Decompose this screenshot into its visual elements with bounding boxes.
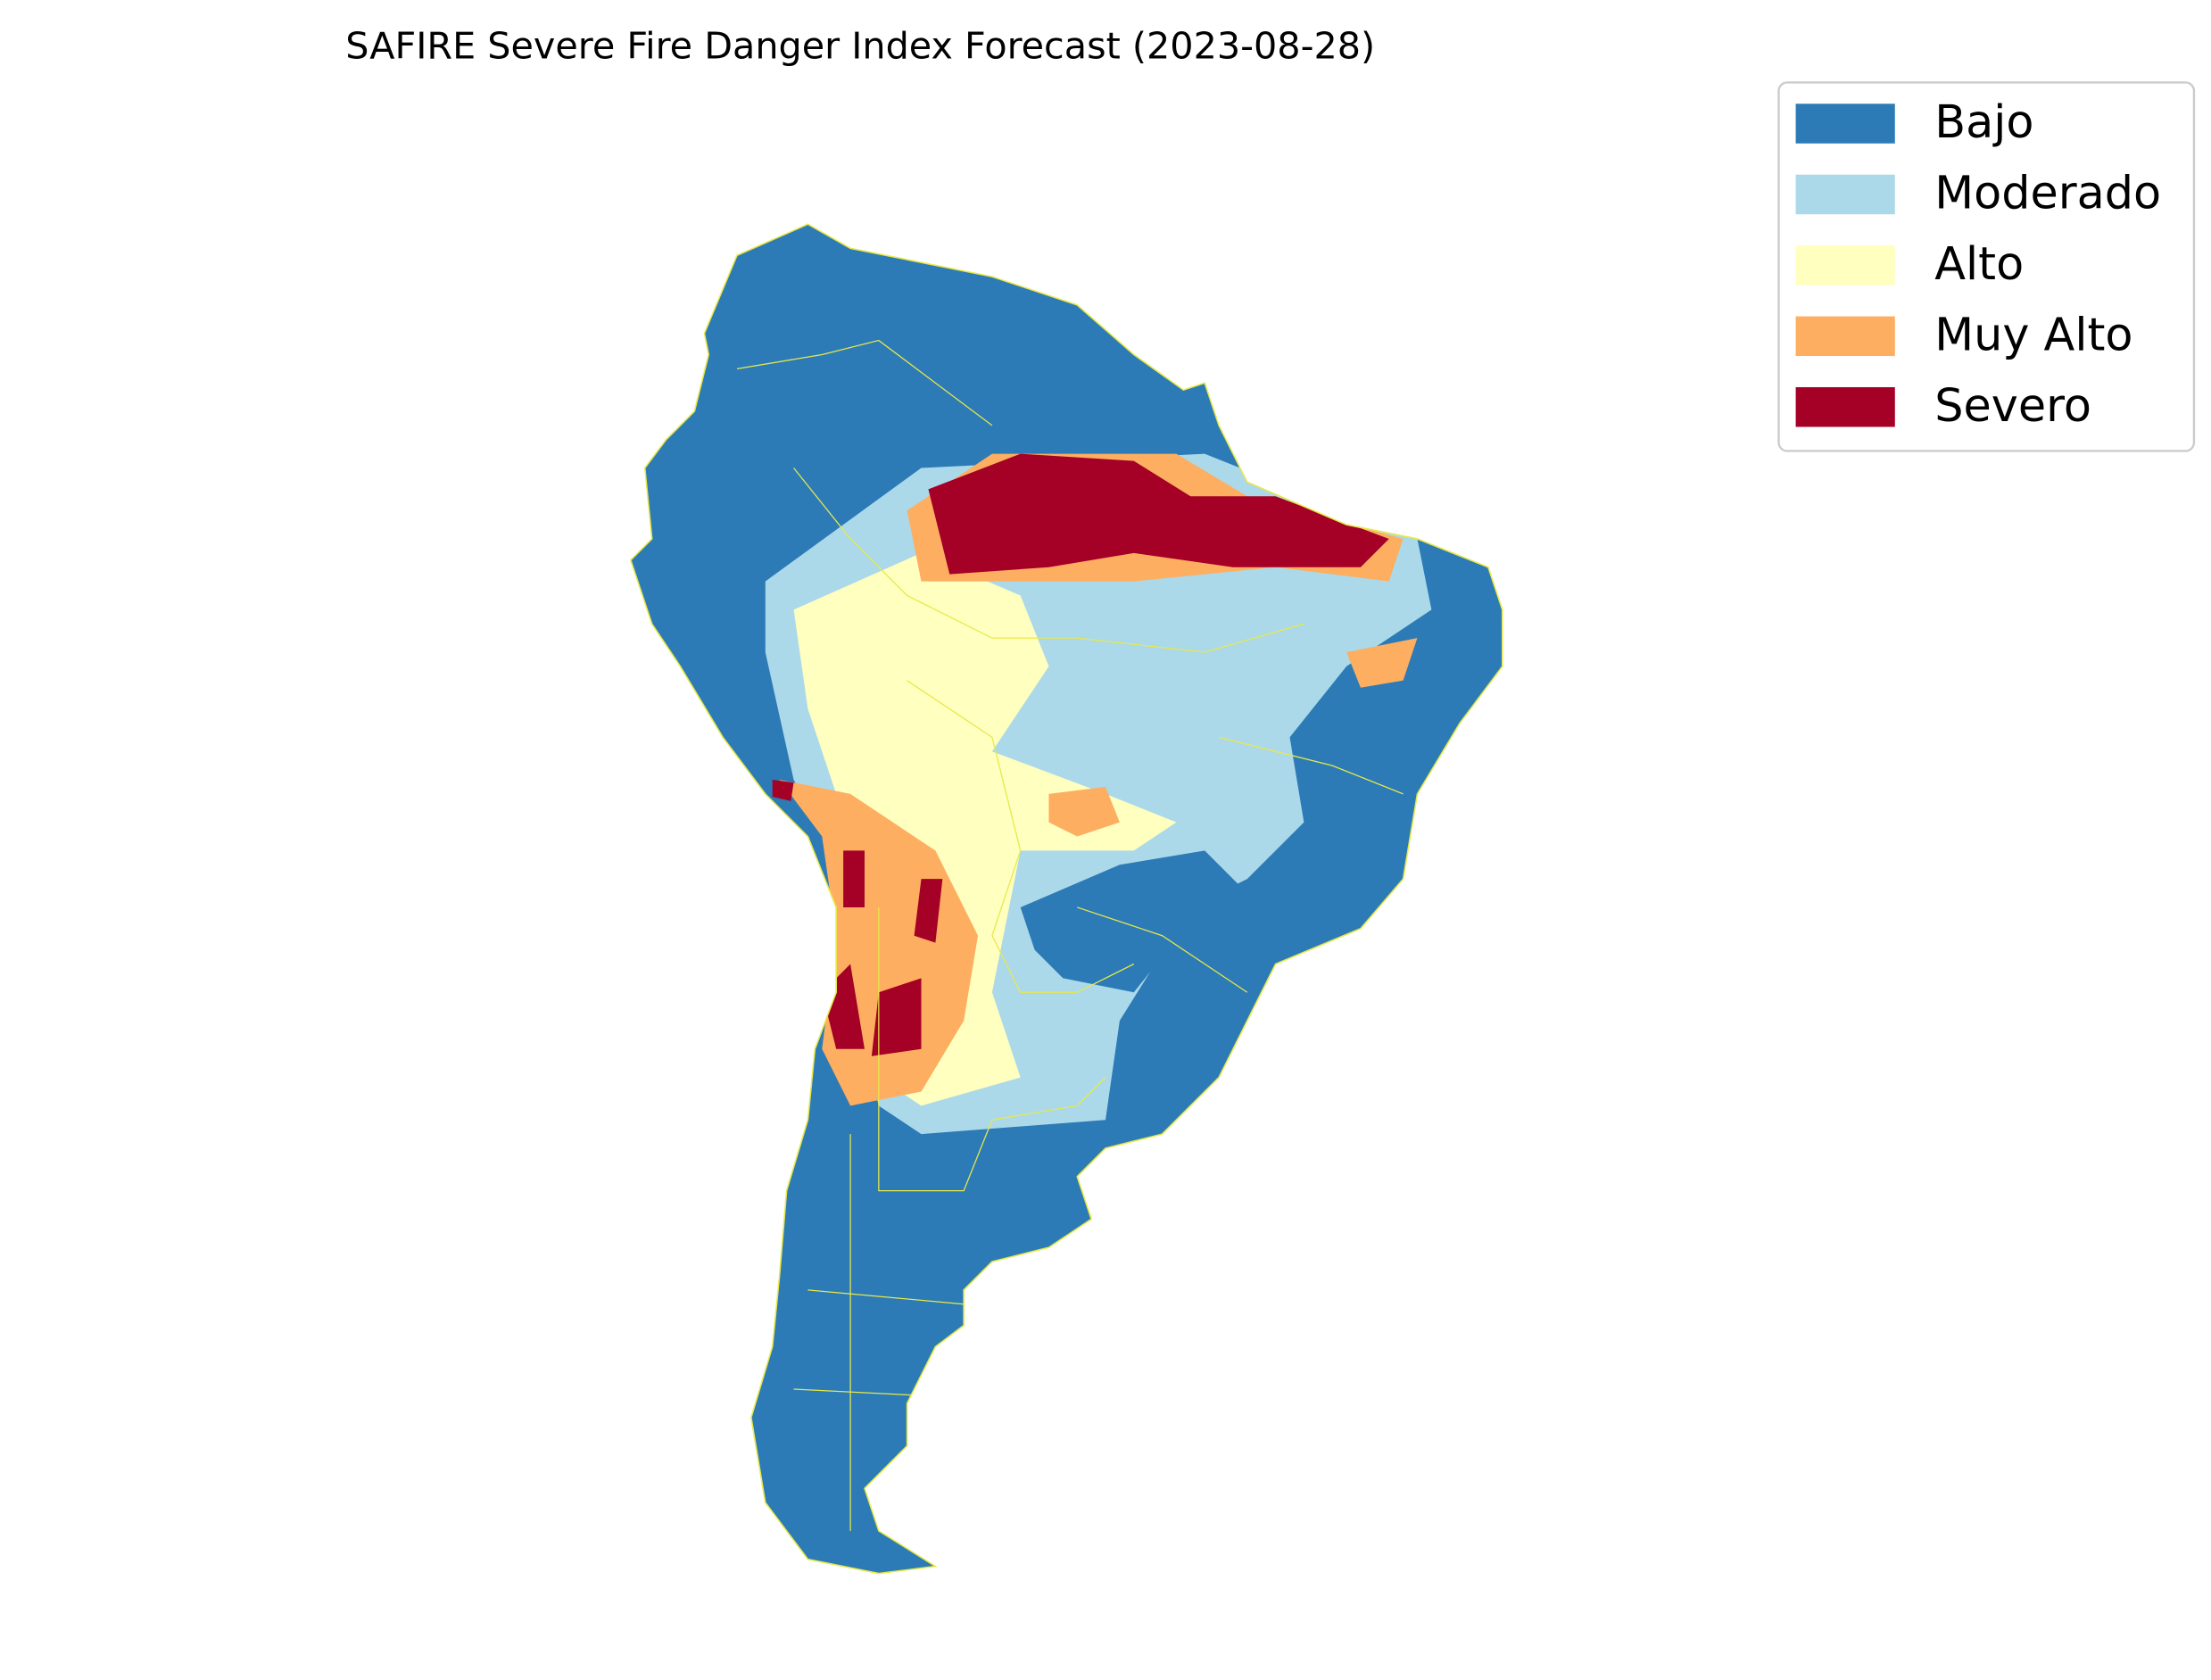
region [928,453,1389,575]
region [1346,638,1418,688]
borders [736,339,1404,1531]
map [630,224,1503,1574]
legend-frame [1777,81,2196,452]
legend-swatch [1795,316,1895,357]
legend-swatch [1795,103,1895,144]
legend-label: Alto [1934,237,2024,290]
legend-label: Severo [1934,379,2091,432]
legend-swatch [1795,174,1895,215]
region [772,779,794,801]
legend-label: Moderado [1934,167,2161,219]
region [843,850,865,907]
legend: Bajo Moderado Alto Muy Alto Severo [1777,81,2196,452]
map-title: SAFIRE Severe Fire Danger Index Forecast… [345,24,1375,67]
region [914,879,943,943]
region [1048,786,1120,837]
legend-swatch [1795,245,1895,286]
legend-label: Bajo [1934,95,2033,148]
region [871,978,922,1056]
legend-label: Muy Alto [1934,308,2132,360]
legend-swatch [1795,386,1895,427]
region [1020,850,1247,993]
